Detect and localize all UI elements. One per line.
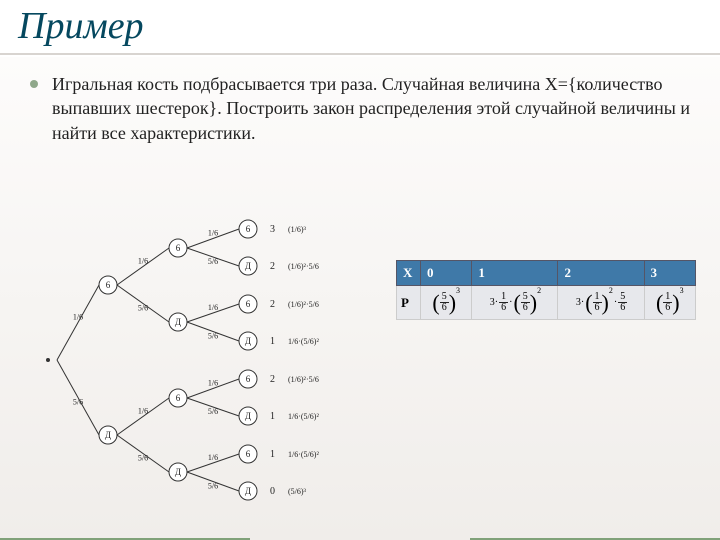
svg-text:6: 6 (246, 374, 251, 384)
bullet-item: Игральная кость подбрасывается три раза.… (30, 72, 690, 145)
svg-text:6: 6 (246, 449, 251, 459)
table-header-cell: 3 (644, 261, 695, 286)
svg-text:6: 6 (106, 280, 111, 290)
svg-text:(1/6)²·5/6: (1/6)²·5/6 (288, 262, 319, 271)
svg-text:(1/6)²·5/6: (1/6)²·5/6 (288, 300, 319, 309)
table-cell: (56)3 (421, 286, 472, 320)
svg-text:6: 6 (176, 243, 181, 253)
table-cell: 3·16·(56)2 (472, 286, 558, 320)
svg-text:5/6: 5/6 (208, 482, 218, 491)
table-cell: (16)3 (644, 286, 695, 320)
page-title: Пример (18, 4, 144, 48)
svg-text:1/6: 1/6 (73, 313, 83, 322)
svg-text:1/6: 1/6 (208, 303, 218, 312)
svg-text:5/6: 5/6 (208, 332, 218, 341)
svg-text:1: 1 (270, 336, 275, 347)
table-cell: 3·(16)2·56 (558, 286, 644, 320)
svg-text:5/6: 5/6 (208, 257, 218, 266)
svg-text:Д: Д (245, 261, 251, 271)
svg-text:1/6·(5/6)²: 1/6·(5/6)² (288, 412, 319, 421)
svg-text:2: 2 (270, 374, 275, 385)
svg-text:5/6: 5/6 (138, 454, 148, 463)
bullet-dot-icon (30, 80, 38, 88)
table-header-cell: 1 (472, 261, 558, 286)
svg-text:1/6: 1/6 (208, 229, 218, 238)
distribution-table: X0123 P (56)3 3·16·(56)2 3·(16)2·56 (16)… (396, 260, 696, 320)
svg-text:(1/6)³: (1/6)³ (288, 225, 307, 234)
svg-text:1/6·(5/6)²: 1/6·(5/6)² (288, 337, 319, 346)
svg-text:2: 2 (270, 261, 275, 272)
table-header-cell: X (397, 261, 421, 286)
svg-text:Д: Д (105, 430, 111, 440)
bullet-text: Игральная кость подбрасывается три раза.… (30, 72, 690, 145)
svg-text:6: 6 (176, 393, 181, 403)
table-row-label: P (397, 286, 421, 320)
svg-text:5/6: 5/6 (208, 407, 218, 416)
svg-text:0: 0 (270, 486, 275, 497)
svg-text:Д: Д (245, 336, 251, 346)
svg-text:2: 2 (270, 299, 275, 310)
svg-text:1/6: 1/6 (208, 379, 218, 388)
svg-text:5/6: 5/6 (138, 304, 148, 313)
svg-text:1/6: 1/6 (138, 257, 148, 266)
svg-text:1: 1 (270, 411, 275, 422)
svg-text:(1/6)²·5/6: (1/6)²·5/6 (288, 375, 319, 384)
svg-text:3: 3 (270, 224, 275, 235)
svg-text:(5/6)³: (5/6)³ (288, 487, 307, 496)
svg-text:Д: Д (175, 317, 181, 327)
svg-text:1/6·(5/6)²: 1/6·(5/6)² (288, 450, 319, 459)
svg-text:6: 6 (246, 224, 251, 234)
svg-text:5/6: 5/6 (73, 398, 83, 407)
svg-text:1/6: 1/6 (208, 453, 218, 462)
probability-tree: 1/6 5/6 1/6 5/6 1/6 5/6 1/6 5/6 1/6 5/6 1/6 5/6 1/6 5… (28, 210, 368, 510)
svg-text:1/6: 1/6 (138, 407, 148, 416)
table-header-cell: 2 (558, 261, 644, 286)
svg-text:Д: Д (245, 411, 251, 421)
svg-text:1: 1 (270, 449, 275, 460)
svg-text:6: 6 (246, 299, 251, 309)
svg-text:Д: Д (245, 486, 251, 496)
svg-text:Д: Д (175, 467, 181, 477)
table-header-cell: 0 (421, 261, 472, 286)
